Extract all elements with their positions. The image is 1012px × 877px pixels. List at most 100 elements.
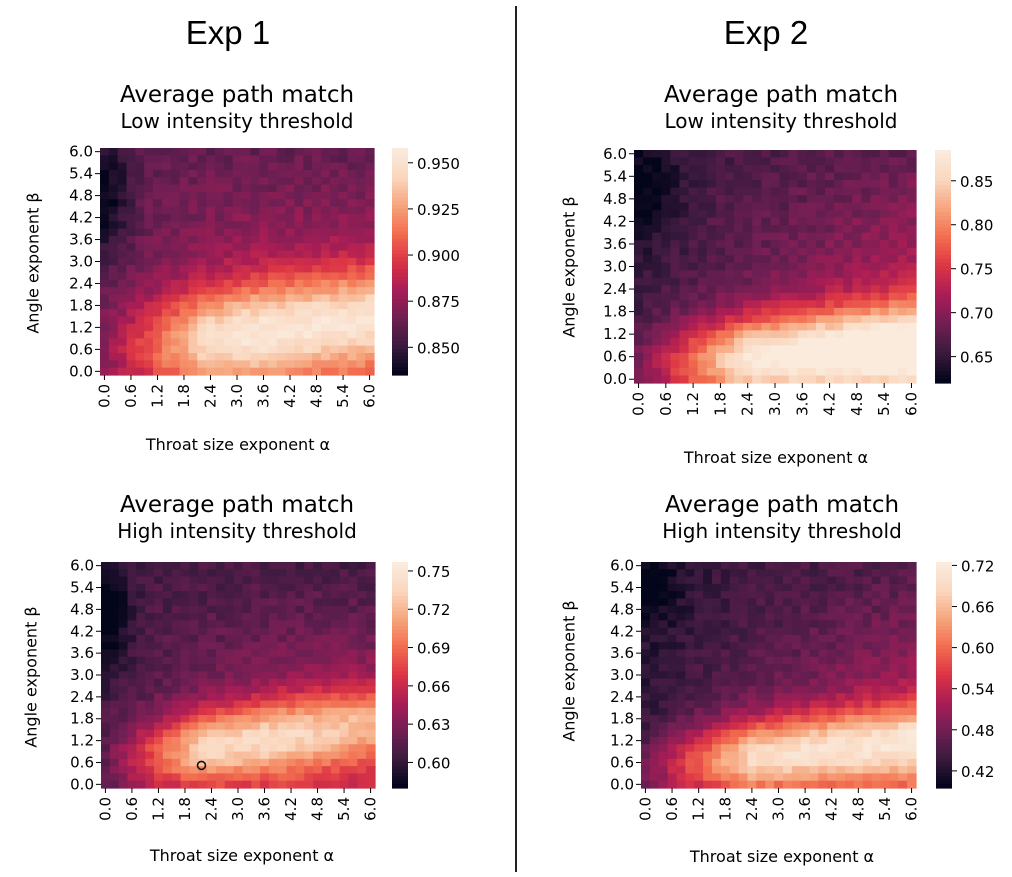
heatmap-cell [688,255,699,264]
heatmap-cell [667,736,678,745]
heatmap-cell [348,693,358,702]
heatmap-cell [161,323,172,332]
heatmap-cell [161,250,172,259]
heatmap-cell [321,649,332,658]
heatmap-cell [330,642,341,651]
heatmap-cell [189,576,199,585]
heatmap-cell [214,213,225,222]
heatmap-cell [667,780,678,789]
heatmap-cell [126,294,136,303]
heatmap-cell [295,671,305,680]
heatmap-cell [852,150,863,159]
heatmap-cell [136,773,146,782]
heatmap-cell [268,729,279,738]
heatmap-cell [641,693,651,702]
heatmap-cell [320,250,331,259]
heatmap-cell [286,722,297,731]
heatmap-cell [679,360,690,369]
heatmap-cell [806,165,817,174]
heatmap-cell [711,562,722,570]
heatmap-cell [898,736,908,745]
heatmap-cell [827,758,837,767]
heatmap-cell [224,649,235,658]
heatmap-cell [189,766,199,775]
heatmap-cell [180,773,190,782]
heatmap-cell [126,309,136,318]
heatmap-cell [207,744,217,753]
heatmap-cell [170,294,181,303]
heatmap-cell [232,360,243,369]
heatmap-cell [153,162,163,171]
heatmap-cell [347,272,357,281]
heatmap-cell [259,294,269,303]
heatmap-cell [304,605,314,614]
heatmap-cell [206,338,216,347]
heatmap-cell [907,605,917,614]
heatmap-cell [853,693,864,702]
heatmap-cell [329,221,340,230]
heatmap-cell [880,722,890,731]
heatmap-cell [652,210,662,219]
heatmap-cell [162,722,173,731]
heatmap-cell [774,693,784,702]
heatmap-cell [356,265,366,274]
heatmap-cell [791,642,802,651]
heatmap-cell [241,345,251,354]
heatmap-cell [251,736,261,745]
heatmap-cell [734,337,744,347]
heatmap-cell [232,265,243,274]
heatmap-cell [679,367,690,377]
heatmap-cell [765,671,775,680]
heatmap-cell [267,301,278,310]
heatmap-cell [825,337,835,347]
colorbar-segment [392,750,408,755]
heatmap-cell [752,277,762,286]
heatmap-cell [357,780,367,789]
heatmap-cell [756,766,766,775]
heatmap-cell [330,722,341,731]
heatmap-cell [108,213,119,222]
heatmap-cell [711,583,722,592]
heatmap-cell [136,671,146,680]
heatmap-cell [724,315,735,324]
heatmap-cell [788,187,799,196]
heatmap-cell [715,315,726,324]
heatmap-cell [179,345,189,354]
heatmap-cell [268,598,279,607]
heatmap-cell [126,279,136,288]
heatmap-cell [670,367,681,377]
heatmap-cell [797,217,808,226]
heatmap-cell [791,634,802,643]
heatmap-cell [806,150,817,159]
heatmap-panel-exp2-high: Average path match High intensity thresh… [520,492,1010,877]
heatmap-cell [782,634,793,643]
heatmap-cell [268,562,279,570]
heatmap-cell [836,722,846,731]
heatmap-cell [738,707,749,716]
heatmap-cell [206,279,216,288]
heatmap-cell [747,620,757,629]
heatmap-cell [774,627,784,636]
heatmap-cell [898,671,908,680]
heatmap-cell [207,620,217,629]
heatmap-cell [641,722,651,731]
colorbar-segment [936,622,952,627]
colorbar-segment [392,337,408,342]
heatmap-cell [242,722,252,731]
heatmap-cell [241,221,251,230]
colorbar-tick-label: 0.70 [960,305,993,323]
heatmap-cell [320,316,331,325]
heatmap-cell [791,678,802,687]
heatmap-cell [888,217,899,226]
heatmap-cell [242,583,252,592]
heatmap-cell [127,700,137,709]
heatmap-cell [365,199,375,208]
heatmap-cell [179,367,189,376]
heatmap-cell [747,627,757,636]
heatmap-cell [153,279,163,288]
colorbar-segment [936,720,952,725]
column-title-exp2: Exp 2 [723,14,809,51]
heatmap-cell [321,780,332,789]
heatmap-cell [703,685,713,694]
heatmap-cell [788,157,799,166]
